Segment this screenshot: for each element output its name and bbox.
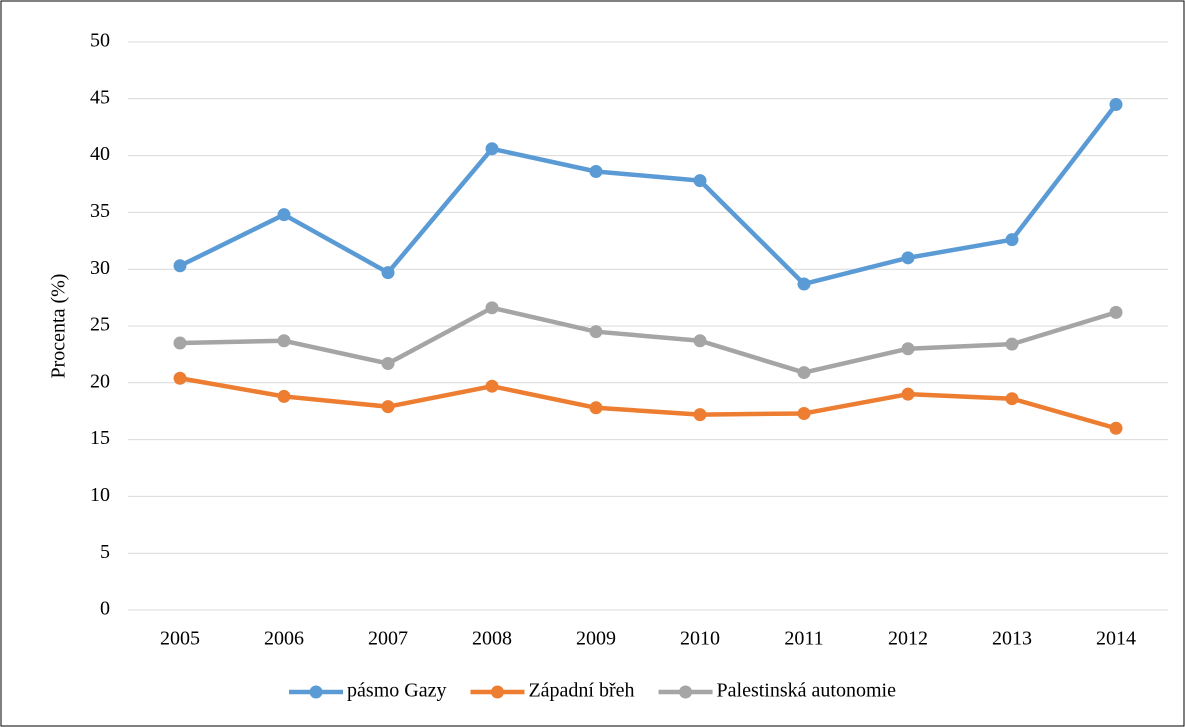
- series-line: [179, 305, 1117, 375]
- legend-marker: [679, 685, 693, 699]
- y-tick-label: 35: [90, 200, 110, 222]
- data-point: [485, 301, 499, 315]
- y-tick-label: 30: [90, 257, 110, 279]
- data-point: [485, 142, 499, 156]
- data-point: [1005, 233, 1019, 247]
- x-tick-label: 2013: [992, 628, 1032, 650]
- y-tick-label: 0: [100, 598, 110, 620]
- y-tick-label: 45: [90, 86, 110, 108]
- x-tick-label: 2010: [680, 628, 720, 650]
- y-tick-label: 25: [90, 314, 110, 336]
- legend-label: Západní břeh: [528, 680, 634, 702]
- x-tick-label: 2011: [784, 628, 823, 650]
- x-tick-label: 2006: [264, 628, 304, 650]
- legend-marker: [490, 685, 504, 699]
- data-point: [901, 342, 915, 356]
- legend-label: Palestinská autonomie: [717, 680, 897, 702]
- data-point: [589, 401, 603, 415]
- data-point: [173, 259, 187, 273]
- data-point: [277, 389, 291, 403]
- y-tick-label: 20: [90, 370, 110, 392]
- data-point: [797, 406, 811, 420]
- y-tick-label: 5: [100, 541, 110, 563]
- data-point: [381, 356, 395, 370]
- y-axis-label: Procenta (%): [48, 274, 70, 379]
- data-point: [1005, 337, 1019, 351]
- x-tick-label: 2008: [472, 628, 512, 650]
- data-point: [693, 334, 707, 348]
- y-tick-label: 10: [90, 484, 110, 506]
- data-point: [1109, 97, 1123, 111]
- data-point: [1109, 421, 1123, 435]
- series-line: [179, 376, 1117, 431]
- y-tick-label: 15: [90, 427, 110, 449]
- data-point: [381, 400, 395, 414]
- data-point: [277, 208, 291, 222]
- data-point: [277, 334, 291, 348]
- y-tick-label: 40: [90, 143, 110, 165]
- data-point: [173, 371, 187, 385]
- y-tick-label: 50: [90, 30, 110, 52]
- x-tick-label: 2012: [888, 628, 928, 650]
- data-point: [485, 379, 499, 393]
- data-point: [693, 408, 707, 422]
- legend-marker: [309, 685, 323, 699]
- data-point: [797, 277, 811, 291]
- x-tick-label: 2007: [368, 628, 408, 650]
- data-point: [901, 251, 915, 265]
- data-point: [381, 266, 395, 280]
- data-point: [797, 366, 811, 380]
- x-tick-label: 2009: [576, 628, 616, 650]
- data-point: [901, 387, 915, 401]
- data-point: [1109, 305, 1123, 319]
- x-tick-label: 2014: [1096, 628, 1136, 650]
- series-line: [179, 103, 1118, 287]
- x-tick-label: 2005: [160, 628, 200, 650]
- legend-label: pásmo Gazy: [347, 680, 446, 702]
- data-point: [1005, 392, 1019, 406]
- data-point: [693, 174, 707, 188]
- data-point: [589, 325, 603, 339]
- data-point: [589, 165, 603, 179]
- data-point: [173, 336, 187, 350]
